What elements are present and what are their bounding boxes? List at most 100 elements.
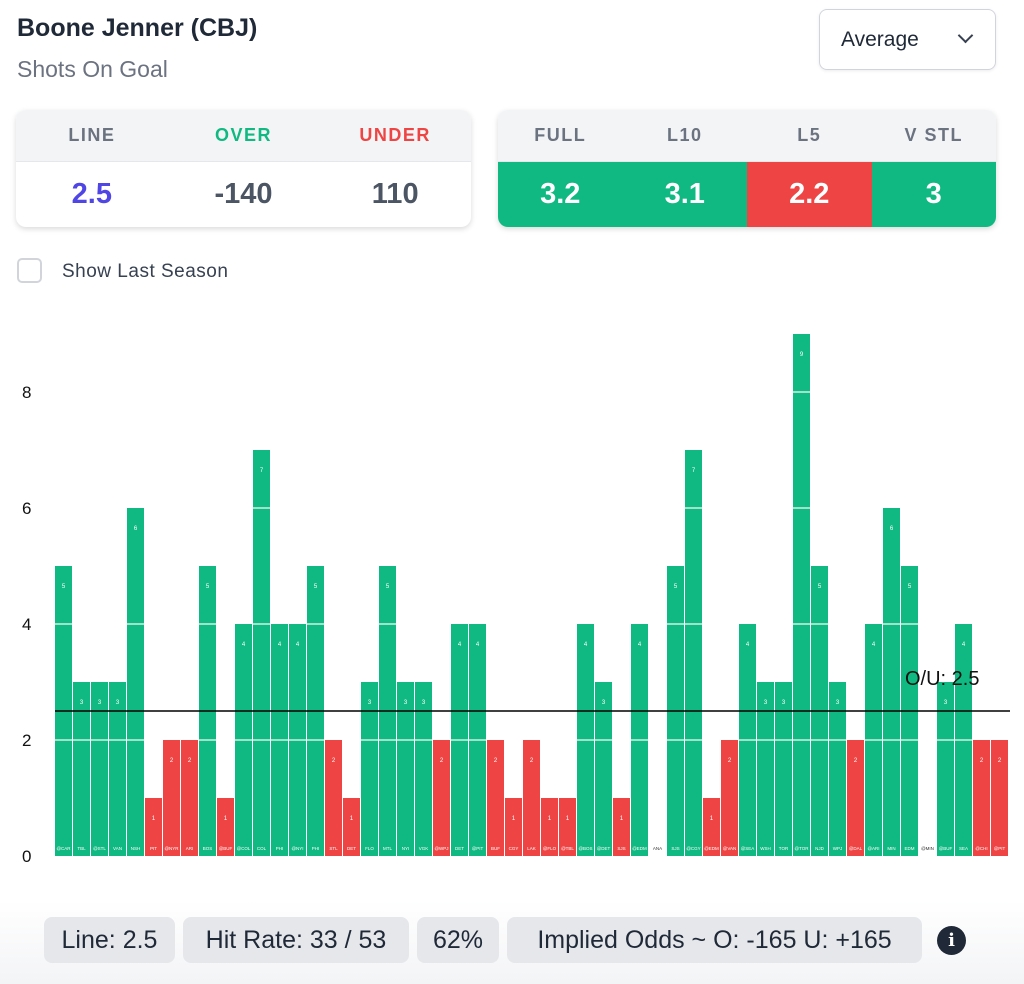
bar-opponent-label: @PIT — [994, 846, 1006, 851]
bar — [109, 682, 126, 856]
bar-opponent-label: TBL — [77, 846, 86, 851]
bar-value-label: 1 — [548, 816, 552, 822]
bar-value-label: 2 — [494, 758, 498, 764]
bar-opponent-label: DET — [455, 846, 464, 851]
y-tick-label: 2 — [22, 731, 31, 750]
bar — [181, 740, 198, 856]
over-value: -140 — [214, 178, 273, 210]
bar-opponent-label: @VAN — [723, 846, 737, 851]
bar-value-label: 4 — [476, 642, 480, 648]
bar-value-label: 2 — [530, 758, 534, 764]
over-header: OVER — [167, 110, 320, 162]
bar-opponent-label: @EDM — [704, 846, 719, 851]
bar-opponent-label: FLO — [365, 846, 374, 851]
info-icon[interactable]: i — [937, 926, 966, 955]
bar-opponent-label: @BOS — [578, 846, 592, 851]
bar-opponent-label: @CHI — [975, 846, 987, 851]
bar-value-label: 2 — [998, 758, 1002, 764]
bar-value-label: 3 — [602, 700, 606, 706]
show-last-season-label[interactable]: Show Last Season — [62, 261, 229, 282]
bar — [415, 682, 432, 856]
implied-odds-pill: Implied Odds ~ O: -165 U: +165 — [507, 917, 922, 963]
hit-rate-pill: Hit Rate: 33 / 53 — [183, 917, 409, 963]
bar-opponent-label: @FLO — [543, 846, 557, 851]
bar-value-label: 1 — [566, 816, 570, 822]
bar-opponent-label: @BUF — [939, 846, 953, 851]
bar-opponent-label: @MIN — [921, 846, 934, 851]
bar-value-label: 7 — [260, 468, 264, 474]
bar-opponent-label: ANA — [653, 846, 662, 851]
show-last-season-checkbox[interactable] — [17, 258, 42, 283]
bar-value-label: 1 — [224, 816, 228, 822]
bar-value-label: 7 — [692, 468, 696, 474]
bar-value-label: 2 — [188, 758, 192, 764]
bar-value-label: 5 — [908, 584, 912, 590]
bar — [523, 740, 540, 856]
bar-value-label: 5 — [386, 584, 390, 590]
bar — [397, 682, 414, 856]
select-value: Average — [841, 27, 919, 51]
bar-opponent-label: @CGY — [686, 846, 700, 851]
bar-value-label: 2 — [854, 758, 858, 764]
bar-opponent-label: NJD — [815, 846, 824, 851]
bar-value-label: 1 — [152, 816, 156, 822]
stat-subtitle: Shots On Goal — [17, 56, 168, 82]
bar-value-label: 3 — [368, 700, 372, 706]
line-header: LINE — [16, 110, 168, 162]
bar — [613, 798, 630, 856]
bar-opponent-label: TOR — [779, 846, 789, 851]
shots-bar-chart: 0 2 4 6 8 5 @CAR 3 TBL 3 @STL 3 VAN 6 NSH 1 PIT 2 @NYR 2 ARI… — [22, 334, 1010, 866]
bar-value-label: 2 — [980, 758, 984, 764]
l5-header: L5 — [747, 110, 872, 162]
bar-opponent-label: @EDM — [632, 846, 647, 851]
average-select[interactable]: Average — [819, 9, 996, 70]
bar — [703, 798, 720, 856]
bar-value-label: 4 — [962, 642, 966, 648]
bar-opponent-label: @DAL — [849, 846, 863, 851]
ou-line-label: O/U: 2.5 — [905, 668, 979, 690]
bar — [991, 740, 1008, 856]
bar-opponent-label: @TBL — [561, 846, 574, 851]
bar — [325, 740, 342, 856]
bar-opponent-label: @NYR — [164, 846, 179, 851]
bar-value-label: 5 — [674, 584, 678, 590]
bar-value-label: 3 — [422, 700, 426, 706]
bar-value-label: 6 — [134, 526, 138, 532]
bar — [505, 798, 522, 856]
bar-value-label: 3 — [98, 700, 102, 706]
chevron-down-icon — [957, 27, 974, 44]
bar-value-label: 4 — [638, 642, 642, 648]
bar — [757, 682, 774, 856]
bar-opponent-label: PIT — [150, 846, 157, 851]
bar-opponent-label: LAK — [527, 846, 536, 851]
bar — [163, 740, 180, 856]
bar-opponent-label: WPJ — [833, 846, 843, 851]
bar-value-label: 3 — [116, 700, 120, 706]
odds-card: LINE 2.5 OVER -140 UNDER 110 — [16, 110, 471, 227]
bar — [559, 798, 576, 856]
bar-value-label: 1 — [512, 816, 516, 822]
bar-opponent-label: SJS — [617, 846, 625, 851]
bar — [883, 508, 900, 856]
bar-opponent-label: DET — [347, 846, 356, 851]
bar — [73, 682, 90, 856]
bar-opponent-label: CGY — [509, 846, 519, 851]
bar-value-label: 3 — [782, 700, 786, 706]
bar-value-label: 4 — [746, 642, 750, 648]
bar-value-label: 5 — [314, 584, 318, 590]
bar-opponent-label: @DET — [597, 846, 611, 851]
bar-value-label: 3 — [404, 700, 408, 706]
y-tick-label: 0 — [22, 847, 31, 866]
bar-value-label: 4 — [278, 642, 282, 648]
bar-opponent-label: NSH — [131, 846, 141, 851]
under-value: 110 — [371, 178, 419, 210]
l5-value: 2.2 — [747, 162, 872, 227]
bar — [793, 334, 810, 856]
bar-value-label: 3 — [80, 700, 84, 706]
bar-value-label: 5 — [206, 584, 210, 590]
line-value: 2.5 — [71, 178, 112, 210]
bar-opponent-label: SEA — [959, 846, 968, 851]
bar — [775, 682, 792, 856]
bar-value-label: 5 — [818, 584, 822, 590]
bar — [361, 682, 378, 856]
